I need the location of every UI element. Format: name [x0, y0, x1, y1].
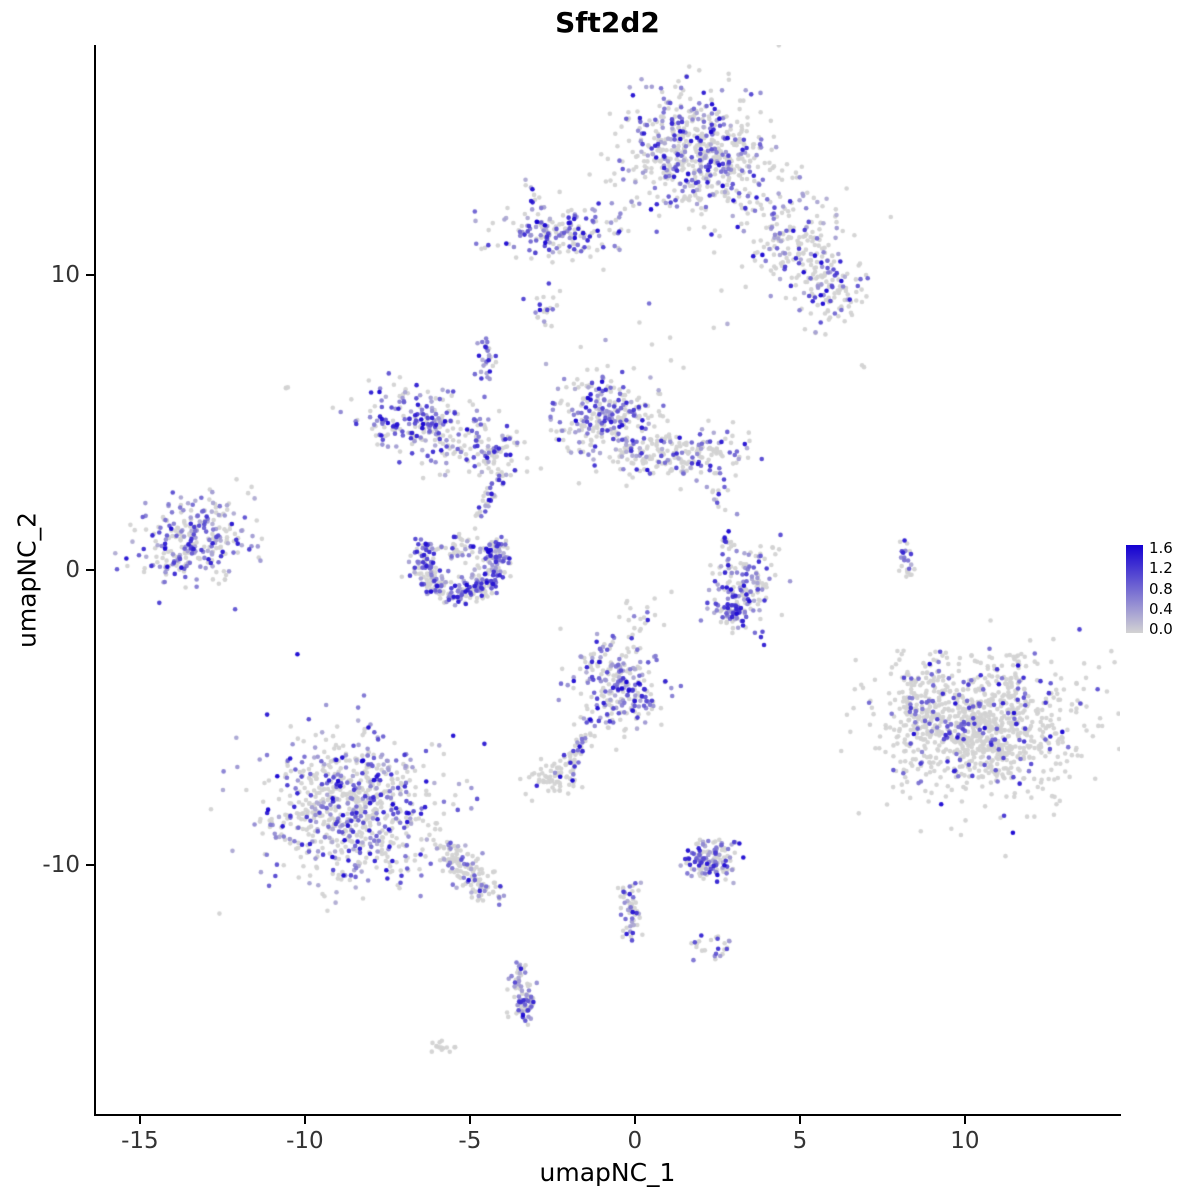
y-tick-label: -10 — [42, 852, 80, 879]
x-tick-label: 0 — [627, 1128, 643, 1154]
x-tick-mark — [138, 1116, 141, 1124]
x-tick-label: 5 — [792, 1128, 808, 1154]
y-axis-label: umapNC_2 — [12, 512, 42, 648]
x-tick-label: -15 — [121, 1128, 159, 1154]
x-tick-mark — [798, 1116, 801, 1124]
legend-tick-labels: 1.6 1.2 0.8 0.4 0.0 — [1149, 541, 1173, 637]
legend-tick-label: 1.2 — [1149, 559, 1173, 578]
scatter-points-canvas — [95, 45, 1120, 1115]
x-tick-mark — [303, 1116, 306, 1124]
x-axis-label: umapNC_1 — [539, 1158, 676, 1187]
y-tick-mark — [86, 864, 94, 867]
x-tick-label: -10 — [286, 1128, 324, 1154]
legend-tick-label: 0.8 — [1149, 579, 1173, 598]
x-tick-label: -5 — [458, 1128, 482, 1154]
y-tick-mark — [86, 274, 94, 277]
legend-tick-label: 0.4 — [1149, 599, 1173, 618]
y-tick-mark — [86, 569, 94, 572]
y-tick-label: 10 — [50, 262, 80, 289]
x-tick-label: 10 — [950, 1128, 980, 1154]
x-tick-mark — [963, 1116, 966, 1124]
x-tick-mark — [468, 1116, 471, 1124]
plot-title: Sft2d2 — [555, 6, 660, 39]
legend-tick-label: 1.6 — [1149, 539, 1173, 557]
legend-gradient-bar — [1126, 545, 1143, 633]
y-tick-label: 0 — [65, 557, 80, 584]
x-tick-mark — [633, 1116, 636, 1124]
x-axis-line — [94, 1114, 1121, 1116]
legend-tick-label: 0.0 — [1149, 620, 1173, 638]
